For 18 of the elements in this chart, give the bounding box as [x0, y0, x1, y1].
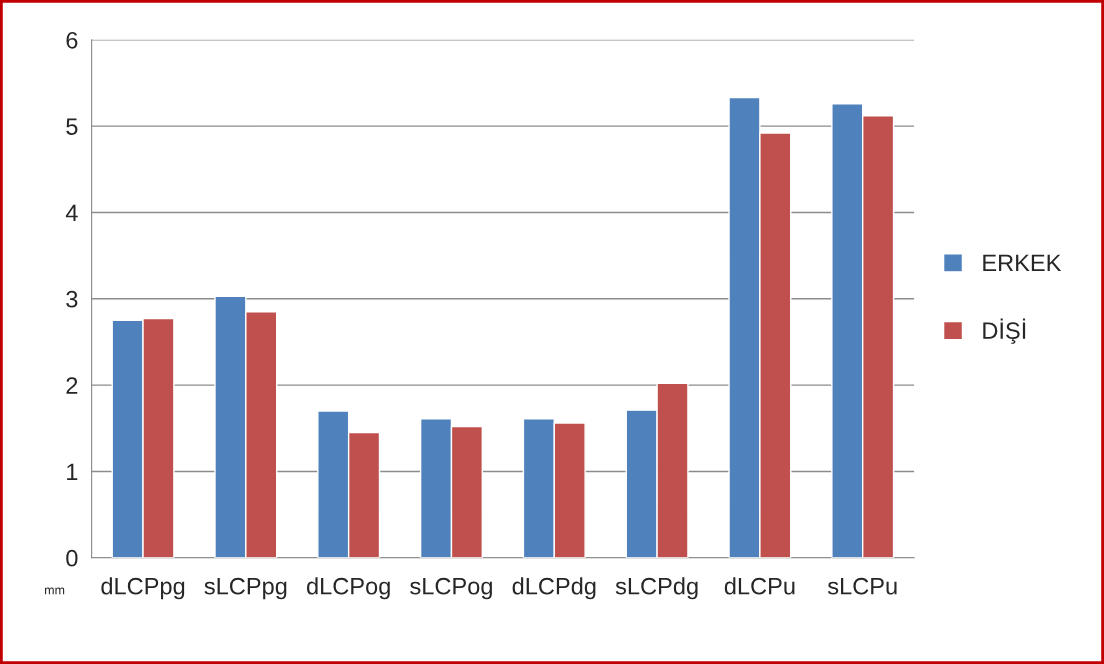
y-tick-label: 2 [66, 377, 78, 394]
x-tick-label: sLCPog [410, 577, 492, 600]
y-tick-label: 3 [66, 290, 78, 308]
y-tick-label: 1 [67, 463, 78, 480]
y-tick-label: 5 [66, 118, 78, 135]
x-tick-label: dLCPog [306, 577, 390, 600]
x-tick-label: dLCPu [724, 577, 795, 595]
x-tick-label: sLCPdg [615, 577, 698, 600]
legend-label: ERKEK [983, 254, 1062, 272]
y-tick-label: 6 [66, 31, 78, 49]
y-tick-label: 4 [65, 204, 78, 222]
x-tick-label: sLCPu [827, 577, 897, 595]
legend-label: DİŞİ [983, 318, 1026, 344]
x-tick-label: dLCPdg [512, 577, 596, 600]
x-tick-label: dLCPpg [101, 577, 185, 600]
x-tick-label: sLCPpg [204, 577, 287, 600]
y-tick-label: 0 [66, 549, 78, 567]
text: mm [44, 587, 65, 595]
